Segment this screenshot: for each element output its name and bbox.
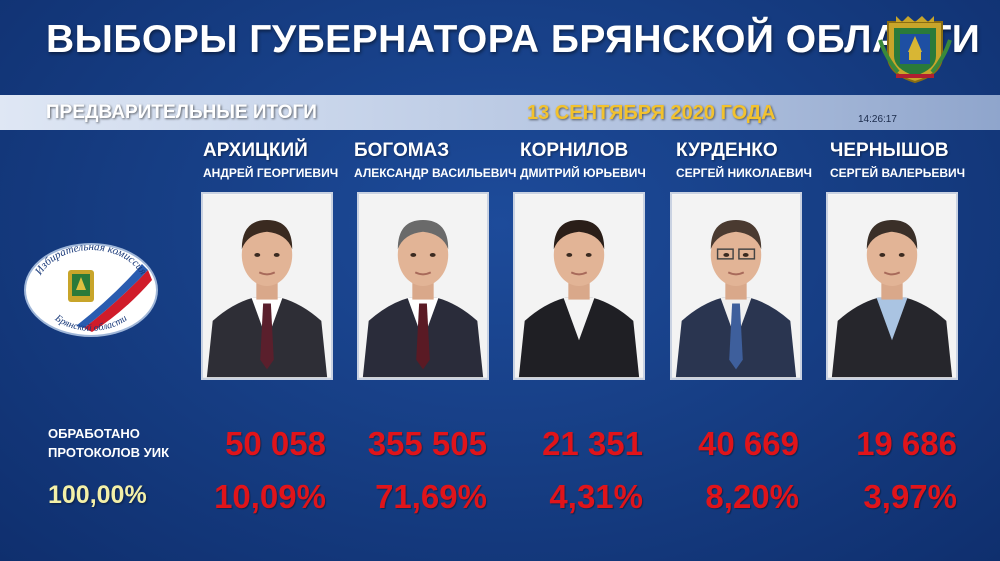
timestamp: 14:26:17 [858,114,897,125]
candidate-photo-1 [201,192,333,380]
page-title: ВЫБОРЫ ГУБЕРНАТОРА БРЯНСКОЙ ОБЛАСТИ [46,18,981,61]
candidate-votes-2: 355 505 [367,425,487,462]
candidate-percent-1: 10,09% [214,478,326,515]
candidate-header-5: ЧЕРНЫШОВ СЕРГЕЙ ВАЛЕРЬЕВИЧ [830,140,990,180]
candidate-header-4: КУРДЕНКО СЕРГЕЙ НИКОЛАЕВИЧ [676,140,836,180]
candidate-votes-1: 50 058 [225,425,326,462]
candidate-surname: АРХИЦКИЙ [203,140,308,161]
portrait-icon [203,194,331,378]
candidate-surname: КОРНИЛОВ [520,140,629,161]
candidate-photo-5 [826,192,958,380]
portrait-icon [359,194,487,378]
portrait-icon [672,194,800,378]
candidate-surname: ЧЕРНЫШОВ [830,140,949,161]
processed-label-line1: ОБРАБОТАНО [48,426,140,441]
preliminary-results-label: ПРЕДВАРИТЕЛЬНЫЕ ИТОГИ [46,102,317,123]
processed-protocols-label: ОБРАБОТАНО ПРОТОКОЛОВ УИК [48,424,169,462]
portrait-icon [828,194,956,378]
candidate-votes-4: 40 669 [698,425,799,462]
candidate-given-name: ДМИТРИЙ ЮРЬЕВИЧ [520,166,646,180]
candidate-percent-2: 71,69% [375,478,487,515]
candidate-given-name: СЕРГЕЙ ВАЛЕРЬЕВИЧ [830,166,966,180]
candidate-header-1: АРХИЦКИЙ АНДРЕЙ ГЕОРГИЕВИЧ [203,140,363,180]
election-commission-logo-icon: Избирательная комиссия Брянской области [24,241,158,337]
candidate-percent-5: 3,97% [863,478,957,515]
candidate-given-name: АНДРЕЙ ГЕОРГИЕВИЧ [203,166,339,180]
election-date: 13 СЕНТЯБРЯ 2020 ГОДА [527,102,776,124]
candidate-votes-5: 19 686 [856,425,957,462]
subtitle-band [0,95,1000,130]
candidate-photo-4 [670,192,802,380]
processed-percent: 100,00% [48,481,147,509]
candidate-votes-3: 21 351 [542,425,643,462]
candidate-surname: КУРДЕНКО [676,140,778,161]
candidate-percent-4: 8,20% [705,478,799,515]
processed-label-line2: ПРОТОКОЛОВ УИК [48,445,170,460]
candidate-percent-3: 4,31% [549,478,643,515]
candidate-header-2: БОГОМАЗ АЛЕКСАНДР ВАСИЛЬЕВИЧ [354,140,517,180]
candidate-given-name: СЕРГЕЙ НИКОЛАЕВИЧ [676,166,812,180]
portrait-icon [515,194,643,378]
bryansk-coat-of-arms-icon [878,16,952,84]
candidate-surname: БОГОМАЗ [354,140,450,161]
candidate-photo-3 [513,192,645,380]
candidate-given-name: АЛЕКСАНДР ВАСИЛЬЕВИЧ [354,166,517,180]
candidate-header-3: КОРНИЛОВ ДМИТРИЙ ЮРЬЕВИЧ [520,140,680,180]
candidate-photo-2 [357,192,489,380]
